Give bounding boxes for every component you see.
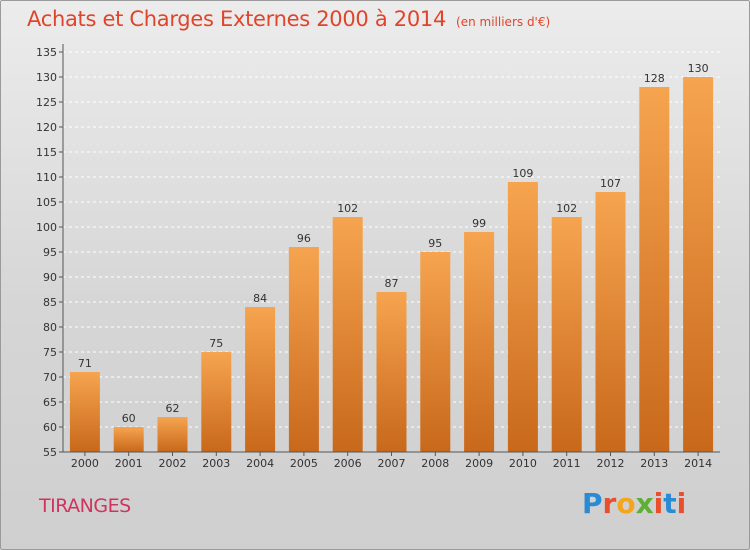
chart-title: Achats et Charges Externes 2000 à 2014 (e… [27,7,550,37]
x-tick-label: 2006 [334,457,362,470]
axes [62,44,720,453]
data-label: 87 [385,277,399,290]
x-tick-label: 2000 [71,457,99,470]
x-tick-label: 2004 [246,457,274,470]
x-tick-label: 2001 [115,457,143,470]
data-label: 99 [472,217,486,230]
x-axis-ticks: 2000 2001 2002 2003 2004 2005 2006 2007 2008 2009… [71,452,712,470]
x-tick-label: 2008 [421,457,449,470]
y-axis-ticks: 55 60 65 70 75 80 85 90 95 100 105 110 115 120 125 130 1… [36,46,63,459]
logo-letter: t [663,487,677,520]
data-label: 84 [253,292,267,305]
x-tick-label: 2007 [378,457,406,470]
data-label: 107 [600,177,621,190]
logo-letter: x [635,487,654,520]
y-tick-label: 60 [43,421,57,434]
bar [201,352,232,452]
x-tick-label: 2003 [202,457,230,470]
bar [639,87,670,452]
bar [507,182,538,452]
y-tick-label: 85 [43,296,57,309]
data-label: 130 [688,62,709,75]
data-label: 128 [644,72,665,85]
bar [464,232,495,452]
bars [69,77,714,452]
bar [245,307,276,452]
y-tick-label: 95 [43,246,57,259]
logo-letter: r [602,487,617,520]
x-tick-label: 2011 [553,457,581,470]
data-label: 71 [78,357,92,370]
data-label: 102 [556,202,577,215]
data-label: 96 [297,232,311,245]
data-label: 62 [166,402,180,415]
logo-letter: o [616,487,636,520]
y-tick-label: 75 [43,346,57,359]
bar [683,77,714,452]
y-tick-label: 70 [43,371,57,384]
data-label: 102 [337,202,358,215]
commune-name: TIRANGES [39,495,131,517]
chart-unit: (en milliers d'€) [456,15,551,29]
proxiti-logo: Proxiti [582,487,686,521]
bar [551,217,582,452]
x-tick-label: 2009 [465,457,493,470]
y-tick-label: 115 [36,146,57,159]
y-tick-label: 120 [36,121,57,134]
bar [332,217,363,452]
data-labels: 71 60 62 75 84 96 102 87 95 99 109 102 107 128 130 [78,62,709,425]
x-tick-label: 2010 [509,457,537,470]
bar [288,247,319,452]
y-tick-label: 110 [36,171,57,184]
y-tick-label: 100 [36,221,57,234]
y-tick-label: 130 [36,71,57,84]
x-tick-label: 2014 [684,457,712,470]
x-tick-label: 2012 [597,457,625,470]
logo-letter: i [653,487,664,520]
bar [376,292,407,452]
y-tick-label: 135 [36,46,57,59]
y-tick-label: 105 [36,196,57,209]
data-label: 75 [209,337,223,350]
data-label: 109 [512,167,533,180]
bar [69,372,100,452]
data-label: 95 [428,237,442,250]
bar [157,417,188,452]
logo-letter: P [582,487,603,520]
y-tick-label: 90 [43,271,57,284]
x-tick-label: 2005 [290,457,318,470]
data-label: 60 [122,412,136,425]
bar [113,427,144,452]
x-tick-label: 2013 [640,457,668,470]
y-tick-label: 65 [43,396,57,409]
y-tick-label: 55 [43,446,57,459]
bar [595,192,626,452]
x-tick-label: 2002 [159,457,187,470]
y-tick-label: 80 [43,321,57,334]
bar [420,252,451,452]
logo-letter: i [676,487,687,520]
chart-title-text: Achats et Charges Externes 2000 à 2014 [27,7,447,31]
y-tick-label: 125 [36,96,57,109]
